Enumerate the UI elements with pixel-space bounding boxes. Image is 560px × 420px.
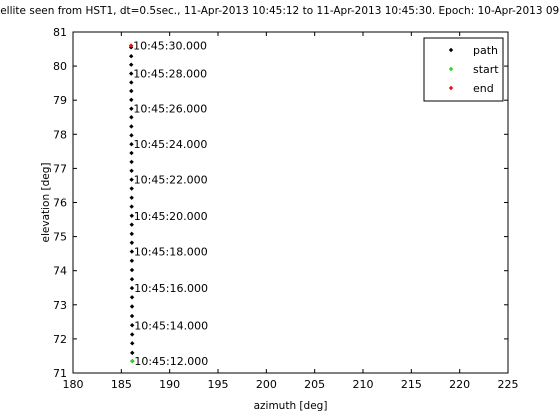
legend-label-start: start (473, 63, 499, 76)
path-point (129, 222, 134, 227)
path-point (129, 150, 134, 156)
path-point (129, 124, 134, 129)
path-point (129, 186, 134, 191)
path-point (129, 115, 134, 120)
y-axis: 71 72 73 74 75 76 77 78 79 80 81 (53, 26, 508, 380)
legend-label-path: path (473, 44, 498, 57)
time-annotation: 10:45:18.000 (134, 246, 208, 259)
x-axis: 180 185 190 195 200 205 210 215 220 225 (63, 32, 519, 391)
path-point (129, 267, 135, 273)
y-tick-label: 79 (53, 94, 67, 107)
legend-marker-end (448, 85, 454, 91)
time-annotation: 10:45:14.000 (134, 319, 208, 332)
time-annotation: 10:45:26.000 (133, 103, 207, 116)
path-point (129, 249, 135, 254)
y-tick-label: 77 (53, 162, 67, 175)
end-point (128, 43, 134, 48)
y-tick-label: 75 (53, 231, 67, 244)
time-annotation: 10:45:22.000 (134, 174, 208, 187)
y-axis-label: elevation [deg] (40, 163, 52, 243)
path-point (129, 133, 134, 138)
path-point (129, 285, 135, 291)
path-point (129, 80, 134, 85)
x-tick-label: 210 (353, 378, 374, 391)
y-tick-label: 78 (53, 128, 67, 141)
legend-marker-path (448, 47, 454, 53)
path-point (129, 313, 135, 319)
path-point (129, 159, 134, 165)
x-tick-label: 220 (449, 378, 470, 391)
y-tick-label: 80 (53, 60, 67, 73)
x-axis-label: azimuth [deg] (254, 400, 328, 412)
path-point (129, 323, 135, 328)
path-point (129, 295, 135, 300)
time-annotation: 10:45:30.000 (133, 40, 207, 53)
y-tick-label: 76 (53, 197, 67, 210)
y-tick-label: 74 (53, 265, 67, 278)
path-point (129, 141, 134, 147)
path-point (128, 62, 134, 67)
y-tick-label: 73 (53, 299, 67, 312)
legend: path start end (423, 37, 504, 102)
x-tick-label: 205 (304, 378, 325, 391)
x-tick-label: 200 (256, 378, 277, 391)
path-point (130, 341, 135, 346)
legend-marker-start (448, 66, 454, 72)
legend-box (423, 37, 504, 102)
time-annotation: 10:45:28.000 (133, 68, 207, 81)
path-point (129, 240, 135, 245)
path-point (128, 54, 134, 59)
legend-label-end: end (473, 82, 494, 95)
path-point (129, 97, 134, 103)
chart-title: Satellite seen from HST1, dt=0.5sec., 11… (0, 5, 560, 17)
path-point (129, 332, 135, 337)
start-point (130, 358, 135, 364)
path-point (129, 195, 134, 200)
path-point (129, 88, 134, 94)
x-tick-label: 225 (498, 378, 519, 391)
y-tick-label: 71 (53, 367, 67, 380)
x-tick-label: 180 (63, 378, 84, 391)
time-annotation: 10:45:12.000 (134, 355, 208, 368)
data-points (128, 43, 135, 364)
y-tick-label: 81 (53, 26, 67, 39)
path-point (128, 71, 134, 76)
path-point (130, 350, 135, 356)
path-point (129, 106, 134, 111)
x-tick-label: 195 (208, 378, 229, 391)
time-annotation: 10:45:20.000 (134, 210, 208, 223)
path-point (129, 168, 134, 173)
x-tick-label: 215 (401, 378, 422, 391)
time-annotation: 10:45:24.000 (133, 138, 207, 151)
path-point (129, 304, 135, 309)
y-tick-label: 72 (53, 333, 67, 346)
time-annotations: 10:45:12.000 10:45:14.000 10:45:16.000 10:4… (133, 40, 208, 368)
path-point (129, 277, 135, 282)
time-annotation: 10:45:16.000 (134, 282, 208, 295)
path-point (129, 177, 134, 182)
x-tick-label: 185 (111, 378, 132, 391)
x-tick-label: 190 (159, 378, 180, 391)
path-point (129, 204, 134, 209)
path-point (129, 231, 134, 237)
path-point (129, 213, 134, 218)
path-point (129, 258, 135, 264)
